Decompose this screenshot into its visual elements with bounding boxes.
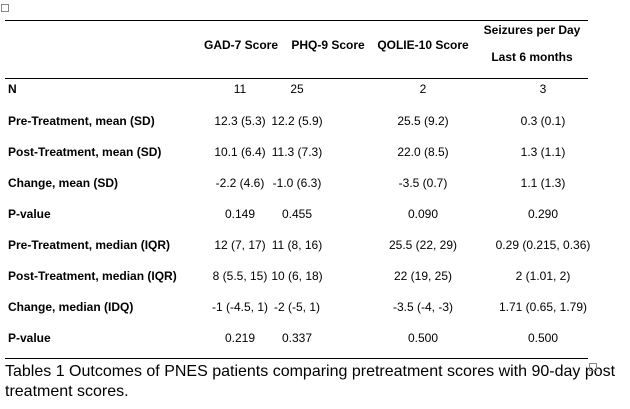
cell: 0.500 bbox=[527, 331, 559, 345]
header-rule bbox=[5, 78, 588, 79]
cell: -3.5 (-4, -3) bbox=[392, 300, 454, 314]
cell: 0.500 bbox=[407, 331, 439, 345]
cell: 25 bbox=[290, 82, 304, 96]
cell: 25.5 (9.2) bbox=[397, 114, 449, 128]
cell: 22.0 (8.5) bbox=[397, 145, 449, 159]
cell: 0.455 bbox=[281, 207, 313, 221]
cell: 22 (19, 25) bbox=[393, 269, 453, 283]
cell: 2 bbox=[419, 82, 427, 96]
row-label: Change, median (IDQ) bbox=[8, 300, 134, 314]
cell: 0.149 bbox=[224, 207, 256, 221]
anchor-marker bbox=[589, 363, 597, 371]
column-header: PHQ-9 Score bbox=[291, 38, 365, 52]
anchor-marker bbox=[1, 4, 9, 12]
row-label: Pre-Treatment, median (IQR) bbox=[8, 238, 171, 252]
cell: 2 (1.01, 2) bbox=[515, 269, 571, 283]
column-header: GAD-7 Score bbox=[203, 38, 279, 52]
cell: 12.2 (5.9) bbox=[271, 114, 323, 128]
cell: 11.3 (7.3) bbox=[271, 145, 323, 159]
cell: 0.290 bbox=[527, 207, 559, 221]
cell: 0.3 (0.1) bbox=[520, 114, 566, 128]
cell: 11 bbox=[233, 82, 247, 96]
column-header: QOLIE-10 Score bbox=[377, 38, 469, 52]
row-label: P-value bbox=[8, 331, 51, 345]
cell: -2.2 (4.6) bbox=[215, 176, 265, 190]
cell: -2 (-5, 1) bbox=[273, 300, 321, 314]
cell: 0.090 bbox=[407, 207, 439, 221]
cell: 1.1 (1.3) bbox=[520, 176, 566, 190]
row-label: N bbox=[8, 82, 17, 96]
cell: 0.337 bbox=[281, 331, 313, 345]
bottom-rule bbox=[5, 358, 588, 359]
column-header: Last 6 months bbox=[491, 50, 573, 64]
cell: 10 (6, 18) bbox=[271, 269, 323, 283]
cell: 12 (7, 17) bbox=[214, 238, 266, 252]
cell: 3 bbox=[539, 82, 547, 96]
cell: 0.219 bbox=[224, 331, 256, 345]
cell: 0.29 (0.215, 0.36) bbox=[495, 238, 591, 252]
row-label: Post-Treatment, median (IQR) bbox=[8, 269, 177, 283]
row-label: Pre-Treatment, mean (SD) bbox=[8, 114, 155, 128]
cell: -3.5 (0.7) bbox=[398, 176, 448, 190]
cell: 1.3 (1.1) bbox=[520, 145, 566, 159]
row-label: Post-Treatment, mean (SD) bbox=[8, 145, 162, 159]
cell: 12.3 (5.3) bbox=[214, 114, 266, 128]
cell: 8 (5.5, 15) bbox=[212, 269, 268, 283]
caption: Tables 1 Outcomes of PNES patients compa… bbox=[5, 363, 616, 400]
column-header: Seizures per Day bbox=[483, 23, 581, 37]
cell: 10.1 (6.4) bbox=[214, 145, 266, 159]
row-label: P-value bbox=[8, 207, 51, 221]
cell: -1.0 (6.3) bbox=[272, 176, 322, 190]
row-label: Change, mean (SD) bbox=[8, 176, 119, 190]
top-rule bbox=[5, 20, 588, 21]
cell: 11 (8, 16) bbox=[271, 238, 323, 252]
cell: 1.71 (0.65, 1.79) bbox=[498, 300, 588, 314]
cell: -1 (-4.5, 1) bbox=[211, 300, 269, 314]
cell: 25.5 (22, 29) bbox=[388, 238, 458, 252]
